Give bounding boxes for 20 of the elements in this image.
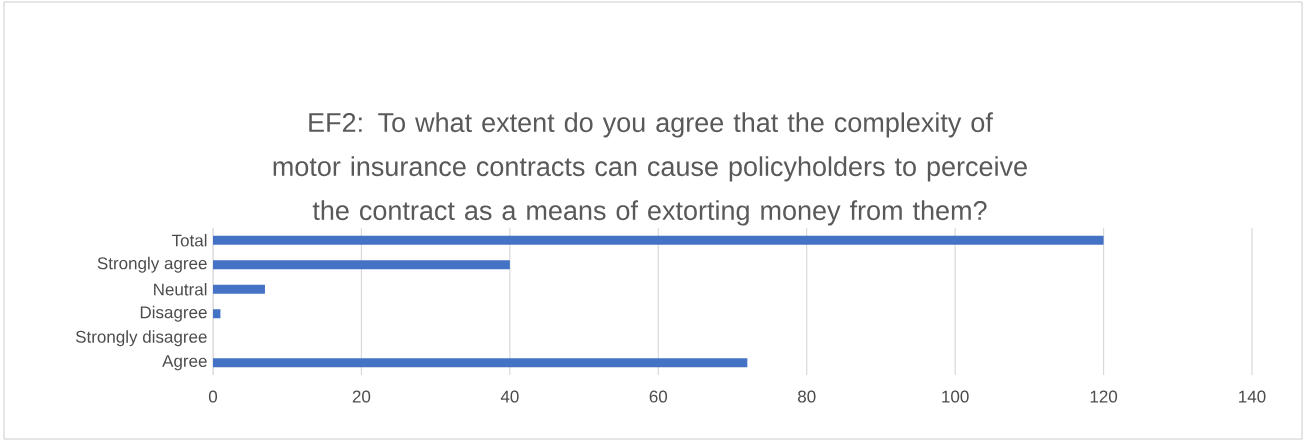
y-tick-label: Neutral (154, 283, 207, 296)
x-tick-label: 0 (208, 390, 218, 403)
chart-title: EF2: To what extent do you agree that the complexity of motor insurance contracts can cause policyholders to perceive the contract as a means of extorting money from them? (273, 112, 1027, 226)
y-tick-label: Disagree (140, 305, 207, 322)
y-tick-label: Total (171, 234, 207, 247)
x-tick-label: 80 (798, 390, 816, 403)
bar (213, 260, 510, 270)
bar (213, 309, 221, 319)
x-tick-label: 120 (1090, 390, 1118, 403)
y-tick-label: Agree (162, 355, 207, 371)
bar (213, 235, 1104, 245)
x-tick-label: 140 (1239, 390, 1266, 403)
y-tick-label: Strongly agree (97, 256, 207, 273)
x-tick-label: 100 (942, 390, 969, 403)
y-tick-label: Strongly disagree (75, 330, 207, 347)
x-tick-label: 60 (649, 390, 668, 403)
x-tick-label: 40 (500, 390, 519, 403)
x-tick-label: 20 (352, 390, 371, 403)
bar (213, 358, 748, 368)
bar (213, 284, 265, 294)
